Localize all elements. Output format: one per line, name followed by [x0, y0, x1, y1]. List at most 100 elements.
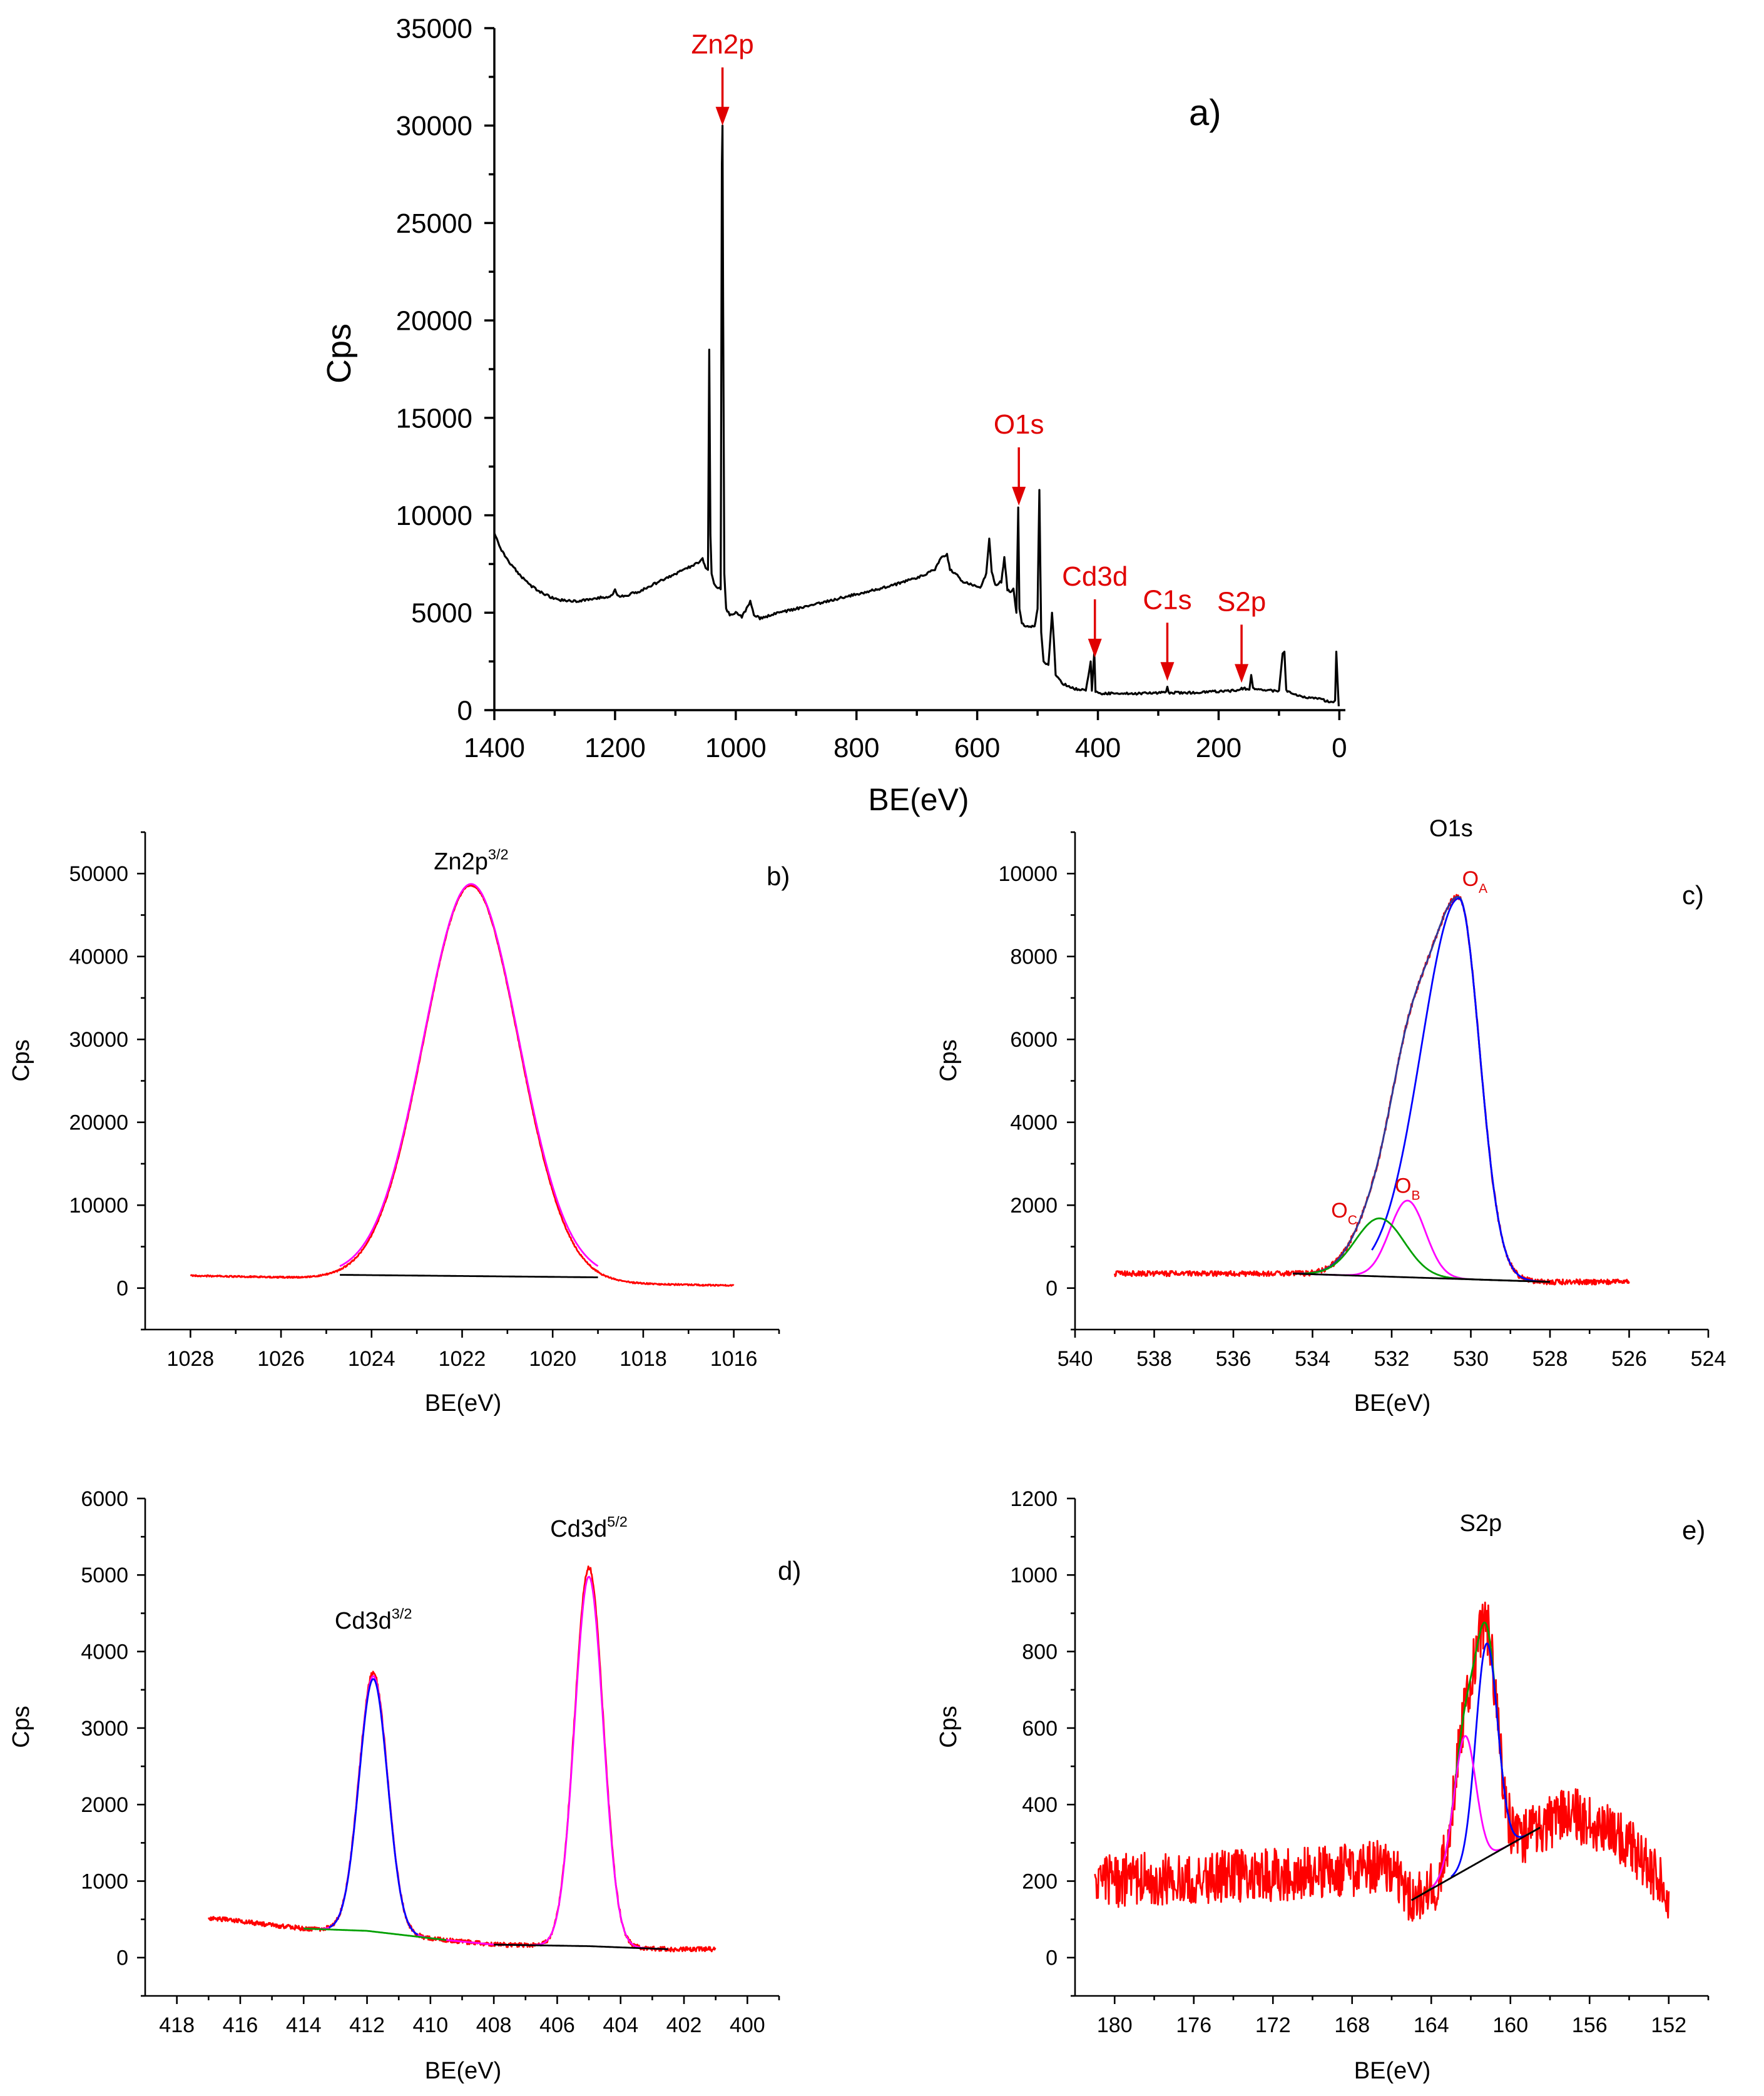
panel-d-annotation-label: Cd3d3/2 [335, 1605, 412, 1634]
panel-c-annotation-text: O [1462, 867, 1479, 891]
panel-d-xtick-label: 404 [603, 2013, 638, 2037]
panel-b-zn2p-spectrum: 0 10000 20000 30000 40000 50000 1028 1026 1024 10… [8, 831, 790, 1417]
panel-b-xtick-label: 1022 [439, 1347, 486, 1371]
panel-d-series-cd3d3-2-component [328, 1678, 419, 1936]
panel-c-xtick-label: 524 [1691, 1347, 1726, 1371]
panel-e-series-s2p3-2 [1450, 1642, 1527, 1878]
panel-d-xtick-label: 412 [349, 2013, 385, 2037]
panel-c-xtick-label: 534 [1295, 1347, 1330, 1371]
panel-a-xtick-label: 1400 [464, 733, 525, 763]
panel-a-ytick-label: 15000 [396, 403, 472, 434]
panel-c-xtick-label: 536 [1216, 1347, 1252, 1371]
panel-b-xtick-label: 1024 [348, 1347, 395, 1371]
panel-d-annotation-superscript: 5/2 [607, 1513, 628, 1530]
panel-d-ytick-label: 0 [116, 1946, 128, 1970]
panel-e-ytick-label: 1200 [1010, 1487, 1058, 1511]
panel-a-xtick-label: 1000 [705, 733, 767, 763]
panel-e-ytick-label: 200 [1022, 1870, 1058, 1893]
panel-a-annotation-label: S2p [1217, 586, 1266, 617]
panel-d-xtick-label: 410 [412, 2013, 448, 2037]
panel-a-ytick-label: 5000 [411, 598, 472, 629]
panel-a-annotation-label: Cd3d [1062, 561, 1128, 592]
panel-c-annotation-label: OA [1462, 867, 1488, 896]
panel-d-series-background-1 [303, 1928, 447, 1941]
panel-e-ytick-label: 1000 [1010, 1564, 1058, 1587]
panel-e-ytick-label: 800 [1022, 1641, 1058, 1664]
panel-c-ytick-label: 8000 [1010, 945, 1058, 969]
panel-e-label: e) [1682, 1515, 1705, 1545]
panel-a-annotation-label: C1s [1143, 584, 1191, 615]
panel-d-annotation-text: Cd3d [335, 1608, 392, 1634]
panel-d-cd3d-spectrum: 0 1000 2000 3000 4000 5000 6000 418 416 414 412 410… [8, 1487, 801, 2084]
panel-a-annotation-arrowhead [1088, 638, 1102, 658]
panel-a-xlabel: BE(eV) [868, 782, 969, 817]
panel-b-ytick-label: 40000 [69, 945, 128, 969]
panel-b-plot: 0 10000 20000 30000 40000 50000 1028 1026 1024 10… [69, 831, 780, 1371]
panel-c-annotation-label: O1s [1429, 816, 1473, 842]
panel-b-series-fit [339, 883, 599, 1267]
panel-d-ytick-label: 2000 [81, 1793, 128, 1817]
panel-c-annotation-text: O1s [1429, 816, 1473, 842]
panel-b-series-experimental [190, 883, 735, 1287]
panel-b-xtick-label: 1016 [710, 1347, 758, 1371]
panel-b-annotation-text: Zn2p [434, 849, 488, 875]
panel-e-xtick-label: 168 [1334, 2013, 1370, 2037]
panel-a-xtick-label: 1200 [584, 733, 646, 763]
panel-b-ytick-label: 50000 [69, 862, 128, 886]
panel-e-xtick-label: 156 [1572, 2013, 1608, 2037]
panel-d-annotation-label: Cd3d5/2 [550, 1513, 628, 1542]
panel-d-xlabel: BE(eV) [425, 2058, 501, 2084]
panel-d-ytick-label: 5000 [81, 1564, 128, 1587]
panel-b-ytick-label: 10000 [69, 1194, 128, 1218]
panel-d-ytick-label: 1000 [81, 1870, 128, 1893]
panel-e-xtick-label: 152 [1651, 2013, 1686, 2037]
panel-a-ylabel: Cps [320, 323, 358, 384]
panel-a-annotation-label: Zn2p [691, 29, 753, 60]
panel-d-ylabel: Cps [8, 1706, 34, 1748]
panel-c-annotation-subscript: B [1411, 1188, 1420, 1203]
panel-c-annotation-label: OC [1331, 1199, 1357, 1228]
panel-a-xtick-label: 400 [1075, 733, 1121, 763]
panel-c-series-o-a [1371, 897, 1551, 1283]
panel-a-annotation-arrowhead [1012, 487, 1026, 506]
panel-c-label: c) [1682, 880, 1704, 910]
panel-c-annotation-subscript: C [1348, 1213, 1357, 1228]
panel-e-ylabel: Cps [936, 1706, 962, 1748]
panel-d-ytick-label: 6000 [81, 1487, 128, 1511]
panel-d-xtick-label: 408 [476, 2013, 512, 2037]
panel-e-ytick-label: 400 [1022, 1793, 1058, 1817]
panel-c-ytick-label: 10000 [998, 862, 1058, 886]
panel-c-xtick-label: 532 [1374, 1347, 1410, 1371]
panel-d-xtick-label: 416 [223, 2013, 258, 2037]
panel-d-annotation-superscript: 3/2 [392, 1605, 412, 1622]
panel-b-ylabel: Cps [8, 1039, 34, 1082]
panel-b-xlabel: BE(eV) [425, 1390, 501, 1417]
panel-a-ytick-label: 30000 [396, 111, 472, 141]
panel-c-ytick-label: 6000 [1010, 1028, 1058, 1052]
panel-c-xtick-label: 528 [1532, 1347, 1568, 1371]
panel-d-xtick-label: 414 [286, 2013, 322, 2037]
panel-e-xtick-label: 164 [1414, 2013, 1449, 2037]
panel-e-annotation-text: S2p [1460, 1510, 1502, 1537]
panel-c-annotation-label: OB [1395, 1174, 1420, 1203]
panel-b-series-background [340, 1274, 598, 1278]
panel-b-xtick-label: 1026 [257, 1347, 305, 1371]
panel-a-ytick-label: 0 [457, 695, 472, 726]
panel-b-ytick-label: 0 [116, 1277, 128, 1301]
panel-e-annotation-label: S2p [1460, 1510, 1502, 1537]
panel-b-annotation-superscript: 3/2 [488, 847, 509, 863]
panel-b-xtick-label: 1020 [529, 1347, 576, 1371]
panel-a-xtick-label: 600 [954, 733, 1000, 763]
panel-d-plot: 0 1000 2000 3000 4000 5000 6000 418 416 414 412 410… [81, 1487, 780, 2037]
panel-a-annotation-arrowhead [715, 106, 730, 126]
panel-c-plot: 0 2000 4000 6000 8000 10000 540 538 536 534 532 530… [998, 816, 1726, 1371]
panel-c-series-background [1292, 1273, 1550, 1283]
panel-b-xtick-label: 1028 [167, 1347, 215, 1371]
panel-c-annotation-text: O [1331, 1199, 1347, 1223]
panel-e-series-experimental [1094, 1601, 1670, 1922]
panel-a-ytick-label: 10000 [396, 501, 472, 531]
panel-e-xtick-label: 172 [1255, 2013, 1291, 2037]
